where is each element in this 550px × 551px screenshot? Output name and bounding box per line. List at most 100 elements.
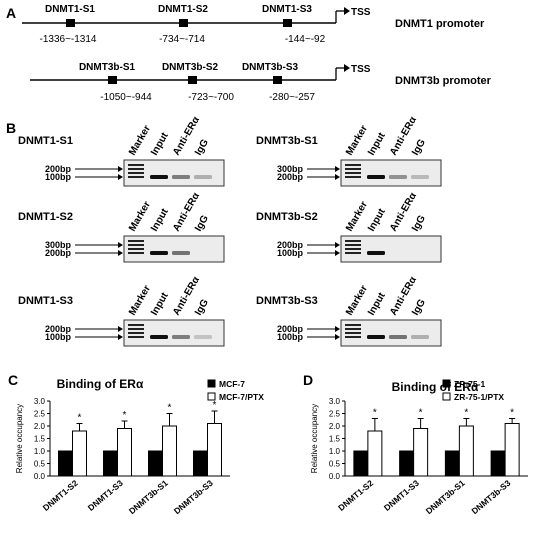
- dnmt3b-s3-site: [273, 76, 282, 84]
- bar-zr-75-1: [444, 450, 460, 477]
- lane-label: Input: [149, 130, 171, 157]
- marker-ladder-band: [345, 248, 361, 250]
- bar-mcf-7-ptx: [72, 430, 87, 477]
- marker-ladder-band: [345, 176, 361, 178]
- x-tick-label: DNMT1-S3: [382, 478, 421, 513]
- dnmt3b-promoter-map: TSS DNMT3b promoter DNMT3b-S1 -1050~-944…: [30, 62, 492, 103]
- dnmt3b-s1-range: -1050~-944: [100, 92, 152, 103]
- dnmt3b-s3-range: -280~-257: [269, 92, 315, 103]
- y-tick-label: 0.0: [329, 472, 341, 481]
- dna-band: [194, 175, 212, 179]
- bar-zr-75-1-ptx: [504, 423, 520, 477]
- dnmt1-promoter-map: TSS DNMT1 promoter DNMT1-S1 -1336~-1314 …: [22, 4, 485, 45]
- bar-zr-75-1-ptx: [367, 430, 383, 477]
- marker-arrow-icon: [118, 166, 123, 172]
- y-tick-label: 0.5: [34, 460, 46, 469]
- marker-size-label: 200bp: [277, 172, 304, 182]
- lane-label: IgG: [410, 137, 428, 157]
- dna-band: [367, 175, 385, 179]
- lane-label: IgG: [193, 297, 211, 317]
- dnmt1-s1-range: -1336~-1314: [40, 34, 97, 45]
- marker-arrow-icon: [335, 166, 340, 172]
- dnmt3b-s1-name: DNMT3b-S1: [79, 62, 136, 73]
- bar-mcf-7: [193, 450, 208, 477]
- dnmt3b-tss-label: TSS: [351, 64, 371, 75]
- bar-mcf-7-ptx: [207, 423, 222, 477]
- x-tick-label: DNMT1-S2: [41, 478, 80, 513]
- legend-label: ZR-75-1: [454, 379, 485, 389]
- marker-ladder-band: [128, 248, 144, 250]
- marker-ladder-band: [128, 252, 144, 254]
- panel-b-label: B: [6, 120, 16, 136]
- marker-arrow-icon: [335, 326, 340, 332]
- significance-marker: *: [510, 408, 514, 419]
- significance-marker: *: [78, 413, 82, 424]
- dna-band: [194, 335, 212, 339]
- y-tick-label: 2.5: [34, 410, 46, 419]
- dnmt3b-promoter-name: DNMT3b promoter: [395, 75, 492, 87]
- y-tick-label: 2.0: [329, 422, 341, 431]
- marker-ladder-band: [128, 328, 144, 330]
- x-tick-label: DNMT1-S3: [86, 478, 125, 513]
- panel-a-label: A: [6, 5, 16, 21]
- bar-mcf-7: [103, 450, 118, 477]
- marker-ladder-band: [128, 168, 144, 170]
- chart-d: D Binding of ERα 0.0 0.5 1.0 1.5 2.0 2.5 3.0 Rela…: [303, 372, 528, 516]
- marker-size-label: 300bp: [45, 240, 72, 250]
- marker-ladder-band: [345, 168, 361, 170]
- significance-marker: *: [168, 403, 172, 414]
- dnmt1-s2-name: DNMT1-S2: [158, 4, 208, 15]
- significance-marker: *: [419, 408, 423, 419]
- significance-marker: *: [123, 410, 127, 421]
- marker-size-label: 300bp: [277, 164, 304, 174]
- dna-band: [150, 251, 168, 255]
- x-tick-label: DNMT3b-S3: [172, 478, 215, 516]
- dna-band: [150, 175, 168, 179]
- bar-mcf-7-ptx: [162, 425, 177, 477]
- gel-title: DNMT1-S2: [18, 211, 73, 223]
- bar-mcf-7-ptx: [117, 428, 132, 477]
- marker-size-label: 100bp: [277, 332, 304, 342]
- dnmt1-s3-site: [283, 19, 292, 27]
- marker-size-label: 200bp: [45, 164, 72, 174]
- marker-ladder-band: [128, 164, 144, 166]
- bar-zr-75-1: [353, 450, 369, 477]
- significance-marker: *: [213, 400, 217, 411]
- marker-size-label: 200bp: [277, 324, 304, 334]
- legend-swatch: [207, 379, 216, 388]
- marker-ladder-band: [345, 252, 361, 254]
- lane-label: IgG: [410, 213, 428, 233]
- dna-band: [150, 335, 168, 339]
- significance-marker: *: [464, 408, 468, 419]
- gel-title: DNMT3b-S3: [256, 295, 318, 307]
- y-tick-label: 1.5: [34, 435, 46, 444]
- legend-swatch: [442, 392, 451, 401]
- dna-band: [411, 175, 429, 179]
- y-tick-label: 1.0: [329, 447, 341, 456]
- marker-size-label: 100bp: [277, 248, 304, 258]
- legend-label: ZR-75-1/PTX: [454, 392, 504, 402]
- y-axis-label: Relative occupancy: [310, 404, 319, 473]
- marker-ladder-band: [345, 164, 361, 166]
- dnmt1-s1-site: [66, 19, 75, 27]
- marker-arrow-icon: [335, 242, 340, 248]
- marker-size-label: 200bp: [45, 248, 72, 258]
- marker-size-label: 200bp: [45, 324, 72, 334]
- dna-band: [389, 175, 407, 179]
- dnmt1-s2-range: -734~-714: [159, 34, 205, 45]
- panel-label: C: [8, 372, 18, 388]
- marker-arrow-icon: [335, 250, 340, 256]
- marker-ladder-band: [345, 240, 361, 242]
- marker-ladder-band: [128, 244, 144, 246]
- marker-ladder-band: [345, 244, 361, 246]
- dna-band: [367, 251, 385, 255]
- x-tick-label: DNMT3b-S3: [469, 478, 512, 516]
- y-tick-label: 1.0: [34, 447, 46, 456]
- legend-swatch: [207, 392, 216, 401]
- dnmt1-tss-arrow-icon: [344, 7, 350, 15]
- dna-band: [389, 335, 407, 339]
- dna-band: [172, 251, 190, 255]
